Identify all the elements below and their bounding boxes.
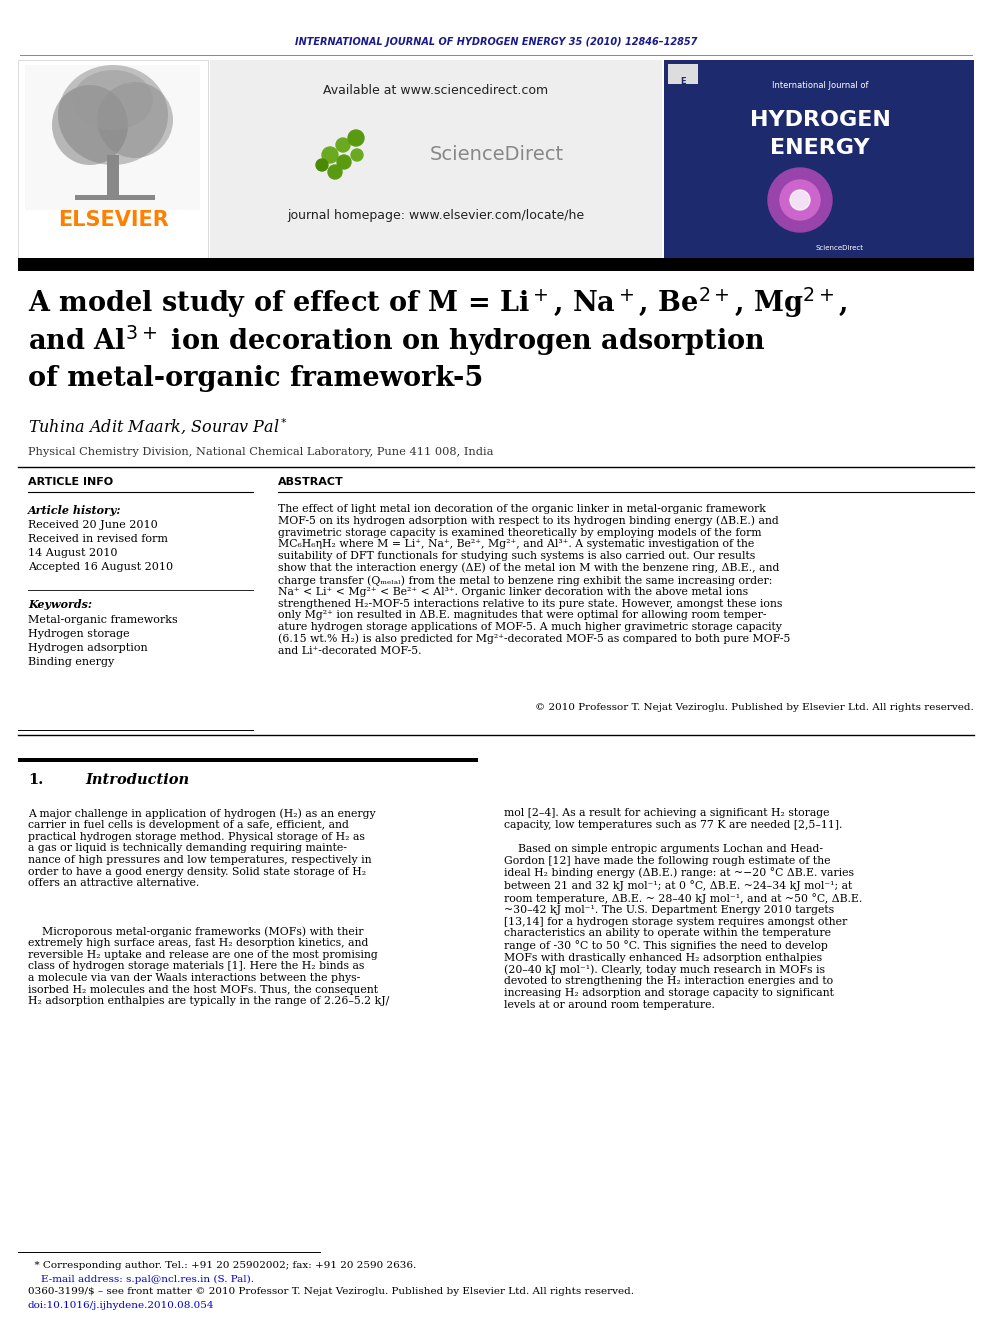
Text: of metal-organic framework-5: of metal-organic framework-5 — [28, 365, 483, 393]
Ellipse shape — [52, 85, 128, 165]
Circle shape — [351, 149, 363, 161]
Text: 0360-3199/$ – see front matter © 2010 Professor T. Nejat Veziroglu. Published by: 0360-3199/$ – see front matter © 2010 Pr… — [28, 1287, 634, 1297]
Text: Received in revised form: Received in revised form — [28, 534, 168, 544]
Circle shape — [328, 165, 342, 179]
Text: HYDROGEN: HYDROGEN — [750, 110, 891, 130]
Bar — [18, 758, 478, 762]
Text: ScienceDirect: ScienceDirect — [430, 146, 564, 164]
Text: Keywords:: Keywords: — [28, 599, 92, 610]
Text: ABSTRACT: ABSTRACT — [278, 478, 344, 487]
Text: INTERNATIONAL JOURNAL OF HYDROGEN ENERGY 35 (2010) 12846–12857: INTERNATIONAL JOURNAL OF HYDROGEN ENERGY… — [295, 37, 697, 48]
Circle shape — [322, 147, 338, 163]
Text: E: E — [681, 78, 685, 86]
Text: Based on simple entropic arguments Lochan and Head-
Gordon [12] have made the fo: Based on simple entropic arguments Locha… — [504, 844, 862, 1009]
Text: E-mail address: s.pal@ncl.res.in (S. Pal).: E-mail address: s.pal@ncl.res.in (S. Pal… — [28, 1274, 254, 1283]
Ellipse shape — [58, 65, 168, 165]
Text: * Corresponding author. Tel.: +91 20 25902002; fax: +91 20 2590 2636.: * Corresponding author. Tel.: +91 20 259… — [28, 1262, 417, 1270]
Bar — [668, 64, 698, 83]
Circle shape — [768, 168, 832, 232]
Text: Available at www.sciencedirect.com: Available at www.sciencedirect.com — [323, 83, 549, 97]
Text: Article history:: Article history: — [28, 504, 121, 516]
Bar — [664, 60, 974, 261]
Text: Accepted 16 August 2010: Accepted 16 August 2010 — [28, 562, 174, 572]
Text: ENERGY: ENERGY — [770, 138, 870, 157]
Circle shape — [348, 130, 364, 146]
Text: Microporous metal-organic frameworks (MOFs) with their
extremely high surface ar: Microporous metal-organic frameworks (MO… — [28, 926, 389, 1007]
Text: ELSEVIER: ELSEVIER — [58, 210, 169, 230]
Text: Introduction: Introduction — [85, 773, 189, 787]
Text: Physical Chemistry Division, National Chemical Laboratory, Pune 411 008, India: Physical Chemistry Division, National Ch… — [28, 447, 493, 456]
Ellipse shape — [73, 70, 153, 130]
Text: Hydrogen adsorption: Hydrogen adsorption — [28, 643, 148, 654]
Circle shape — [336, 138, 350, 152]
Text: Received 20 June 2010: Received 20 June 2010 — [28, 520, 158, 531]
Circle shape — [337, 155, 351, 169]
Text: doi:10.1016/j.ijhydene.2010.08.054: doi:10.1016/j.ijhydene.2010.08.054 — [28, 1301, 214, 1310]
Bar — [75, 194, 155, 200]
Text: Metal-organic frameworks: Metal-organic frameworks — [28, 615, 178, 624]
Text: mol [2–4]. As a result for achieving a significant H₂ storage
capacity, low temp: mol [2–4]. As a result for achieving a s… — [504, 808, 842, 830]
Text: ScienceDirect: ScienceDirect — [816, 245, 864, 251]
Text: A model study of effect of M = Li$^+$, Na$^+$, Be$^{2+}$, Mg$^{2+}$,: A model study of effect of M = Li$^+$, N… — [28, 286, 847, 320]
Bar — [210, 60, 662, 261]
Circle shape — [780, 180, 820, 220]
Text: A major challenge in application of hydrogen (H₂) as an energy
carrier in fuel c: A major challenge in application of hydr… — [28, 808, 376, 888]
Text: ARTICLE INFO: ARTICLE INFO — [28, 478, 113, 487]
Bar — [18, 60, 208, 261]
Text: Tuhina Adit Maark, Sourav Pal$^*$: Tuhina Adit Maark, Sourav Pal$^*$ — [28, 417, 288, 437]
Text: journal homepage: www.elsevier.com/locate/he: journal homepage: www.elsevier.com/locat… — [288, 209, 584, 221]
Text: The effect of light metal ion decoration of the organic linker in metal-organic : The effect of light metal ion decoration… — [278, 504, 791, 656]
Text: Hydrogen storage: Hydrogen storage — [28, 628, 130, 639]
Circle shape — [316, 159, 328, 171]
Ellipse shape — [97, 82, 173, 157]
Text: Binding energy: Binding energy — [28, 658, 114, 667]
Text: and Al$^{3+}$ ion decoration on hydrogen adsorption: and Al$^{3+}$ ion decoration on hydrogen… — [28, 324, 766, 359]
Text: ELSEVIER TREE: ELSEVIER TREE — [92, 79, 134, 85]
Bar — [25, 65, 200, 210]
Text: 14 August 2010: 14 August 2010 — [28, 548, 117, 558]
Text: © 2010 Professor T. Nejat Veziroglu. Published by Elsevier Ltd. All rights reser: © 2010 Professor T. Nejat Veziroglu. Pub… — [536, 703, 974, 712]
Bar — [18, 258, 974, 271]
Text: 1.: 1. — [28, 773, 44, 787]
Bar — [107, 155, 119, 194]
Circle shape — [790, 191, 810, 210]
Text: International Journal of: International Journal of — [772, 81, 868, 90]
